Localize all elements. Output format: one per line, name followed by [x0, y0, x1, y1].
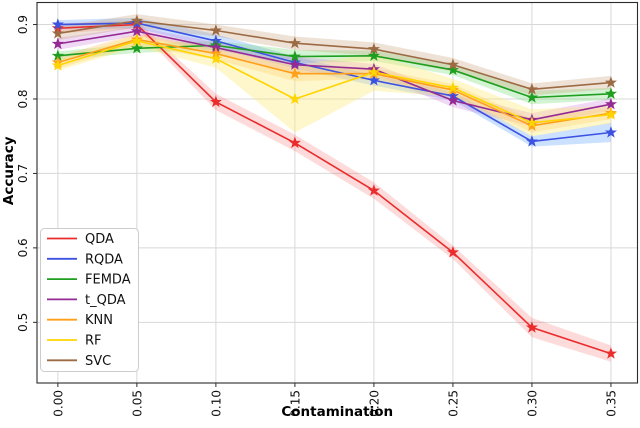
- plot-frame: [36, 1, 639, 384]
- y-tick-label: 0.6: [16, 238, 30, 257]
- legend-label-RF: RF: [85, 334, 102, 349]
- legend-label-FEMDA: FEMDA: [85, 273, 131, 288]
- x-tick-label: 0.05: [130, 390, 144, 417]
- line-SVC: [57, 20, 612, 91]
- marker-RF: [367, 65, 381, 78]
- line-RF: [57, 40, 612, 124]
- marker-RF: [525, 116, 539, 128]
- marker-RF: [51, 59, 64, 71]
- legend: QDA RQDA FEMDA t_QDA KNN RF SVC: [40, 228, 139, 372]
- x-tick-label: 0.25: [446, 390, 460, 417]
- marker-SVC: [367, 42, 381, 55]
- marker-FEMDA: [446, 63, 460, 76]
- legend-label-QDA: QDA: [85, 232, 114, 247]
- line-FEMDA: [57, 44, 611, 99]
- marker-SVC: [130, 14, 143, 26]
- band-RQDA: [57, 17, 611, 147]
- legend-label-SVC: SVC: [85, 354, 111, 369]
- marker-RF: [446, 81, 460, 93]
- marker-KNN: [288, 67, 301, 79]
- x-tick-label: 0.10: [209, 390, 223, 417]
- marker-SVC: [604, 76, 618, 88]
- series-lines: [57, 20, 612, 355]
- marker-RQDA: [525, 135, 539, 147]
- x-tick-label: 0.15: [288, 390, 302, 417]
- tick-marks: [33, 24, 612, 387]
- marker-RQDA: [604, 126, 618, 138]
- marker-SVC: [51, 27, 64, 39]
- marker-FEMDA: [604, 87, 618, 99]
- marker-FEMDA: [525, 91, 539, 103]
- legend-box: [40, 228, 139, 372]
- x-tick-label: 0.30: [525, 390, 539, 417]
- marker-QDA: [446, 245, 460, 258]
- band-FEMDA: [57, 40, 611, 105]
- marker-QDA: [209, 95, 222, 108]
- y-tick-label: 0.5: [16, 313, 30, 332]
- band-SVC: [57, 14, 611, 96]
- marker-QDA: [288, 136, 301, 149]
- marker-t_QDA: [288, 58, 301, 70]
- marker-t_QDA: [446, 94, 460, 106]
- marker-RF: [288, 92, 301, 105]
- marker-SVC: [209, 24, 222, 36]
- y-tick-label: 0.7: [16, 164, 30, 183]
- marker-SVC: [288, 36, 301, 49]
- legend-label-t_QDA: t_QDA: [85, 293, 126, 308]
- band-t_QDA: [57, 26, 611, 127]
- marker-FEMDA: [130, 41, 143, 54]
- x-axis-label: Contamination: [281, 404, 393, 420]
- marker-QDA: [525, 321, 539, 333]
- x-tick-label: 0.20: [367, 390, 381, 417]
- x-tick-label: 0.35: [604, 390, 618, 417]
- marker-SVC: [525, 82, 539, 95]
- legend-label-KNN: KNN: [85, 313, 113, 328]
- marker-RF: [604, 108, 618, 120]
- marker-RF: [130, 34, 143, 47]
- y-tick-label: 0.9: [16, 15, 30, 34]
- line-QDA: [57, 23, 612, 355]
- marker-QDA: [604, 347, 618, 359]
- band-QDA: [57, 20, 611, 362]
- legend-label-RQDA: RQDA: [85, 252, 123, 267]
- marker-RF: [209, 52, 222, 64]
- x-tick-label: 0.00: [51, 390, 65, 417]
- series-markers: [51, 14, 618, 359]
- marker-SVC: [446, 58, 460, 70]
- line-KNN: [57, 38, 612, 127]
- marker-t_QDA: [604, 97, 618, 110]
- line-RQDA: [57, 22, 612, 143]
- marker-t_QDA: [51, 37, 64, 50]
- marker-QDA: [367, 184, 381, 196]
- marker-RQDA: [51, 18, 64, 30]
- y-axis-label: Accuracy: [1, 136, 17, 205]
- y-tick-label: 0.8: [16, 89, 30, 108]
